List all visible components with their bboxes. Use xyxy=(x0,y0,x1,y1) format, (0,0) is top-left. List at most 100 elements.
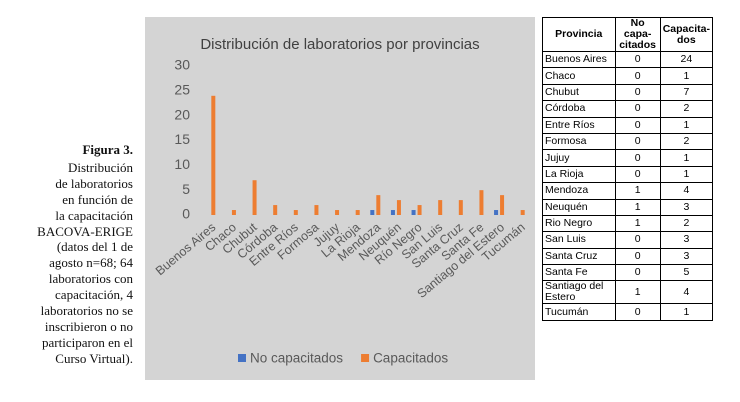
bar xyxy=(500,195,505,215)
number-cell: 0 xyxy=(614,303,661,321)
caption-line: Curso Virtual). xyxy=(55,350,133,366)
bar xyxy=(293,210,298,215)
number-cell: 1 xyxy=(659,303,714,321)
bar xyxy=(273,205,278,215)
number-cell: 1 xyxy=(614,198,661,216)
header-line: Capacita- xyxy=(662,22,710,35)
table-row: Santa Cruz 0 3 xyxy=(542,247,714,266)
bar xyxy=(376,195,381,215)
number-cell: 0 xyxy=(614,132,661,151)
bar xyxy=(520,210,525,215)
table-row: Chubut 0 7 xyxy=(542,83,714,102)
province-cell: Córdoba xyxy=(542,100,616,118)
table-row: Jujuy 0 1 xyxy=(542,149,714,167)
number-cell: 1 xyxy=(614,280,661,305)
data-table: Provincia No capa-citados Capacita-dos Buen… xyxy=(542,17,714,321)
number-cell: 1 xyxy=(614,214,661,233)
province-cell: Neuquén xyxy=(542,198,616,216)
number-cell: 0 xyxy=(614,50,661,69)
number-cell: 3 xyxy=(659,231,714,249)
table-row: San Luis 0 3 xyxy=(542,231,714,249)
number-cell: 0 xyxy=(614,67,661,85)
caption-line: laboratorios con xyxy=(48,271,133,287)
table-row: Mendoza 1 4 xyxy=(542,182,714,200)
header-cell: Provincia xyxy=(542,17,616,52)
bar xyxy=(390,210,395,215)
caption-line: de laboratorios xyxy=(55,175,133,191)
caption-line: capacitación, 4 xyxy=(55,287,133,303)
header-line: No capa- xyxy=(623,17,652,40)
caption-line: inscribieron o no xyxy=(44,318,133,334)
number-cell: 3 xyxy=(659,198,714,216)
header-line: citados xyxy=(619,39,656,51)
bar xyxy=(479,190,484,215)
number-cell: 0 xyxy=(614,116,661,134)
province-cell: Entre Ríos xyxy=(542,116,616,134)
number-cell: 0 xyxy=(614,149,661,167)
bar xyxy=(458,200,463,215)
province-cell: Jujuy xyxy=(542,149,616,167)
number-cell: 1 xyxy=(659,116,714,134)
table-row: Santiago del Estero 1 4 xyxy=(542,280,714,305)
number-cell: 1 xyxy=(659,149,714,167)
number-cell: 7 xyxy=(659,83,714,102)
legend-label: Capacitados xyxy=(373,351,448,366)
table-row: Buenos Aires 0 24 xyxy=(542,50,714,69)
province-cell: Santa Cruz xyxy=(542,247,616,266)
number-cell: 1 xyxy=(659,67,714,85)
caption-line: participaron en el xyxy=(42,334,133,350)
caption-line: laboratorios no se xyxy=(40,303,133,319)
y-tick-label: 0 xyxy=(182,206,190,222)
caption-line: Distribución xyxy=(68,159,133,175)
caption-line: la capacitación xyxy=(55,207,133,223)
header-line: Provincia xyxy=(555,28,603,40)
caption-line: BACOVA-ERIGE xyxy=(37,223,133,239)
number-cell: 1 xyxy=(614,182,661,200)
bar xyxy=(252,180,257,215)
header-cell: Capacita-dos xyxy=(659,17,714,52)
y-tick-label: 5 xyxy=(182,181,190,197)
bar xyxy=(417,205,422,215)
number-cell: 0 xyxy=(614,100,661,118)
bar xyxy=(396,200,401,215)
chart-background xyxy=(145,17,535,380)
table-row: Córdoba 0 2 xyxy=(542,100,714,118)
y-tick-label: 30 xyxy=(174,57,190,73)
number-cell: 2 xyxy=(659,100,714,118)
table-row: Neuquén 1 3 xyxy=(542,198,714,216)
number-cell: 2 xyxy=(659,132,714,151)
number-cell: 24 xyxy=(659,50,714,69)
caption-line: agosto n=68; 64 xyxy=(49,255,133,271)
number-cell: 0 xyxy=(614,83,661,102)
bar xyxy=(314,205,319,215)
figure-caption: Figura 3. Distribución de laboratorios en … xyxy=(0,142,133,367)
province-cell: Mendoza xyxy=(542,182,616,200)
bar xyxy=(355,210,360,215)
table-row: Chaco 0 1 xyxy=(542,67,714,85)
caption-line: (datos del 1 de xyxy=(56,239,133,255)
province-cell: Tucumán xyxy=(542,303,616,321)
number-cell: 4 xyxy=(659,182,714,200)
province-cell: Chaco xyxy=(542,67,616,85)
header-row: Provincia No capa-citados Capacita-dos xyxy=(542,17,714,52)
bar xyxy=(231,210,236,215)
number-cell: 0 xyxy=(614,165,661,184)
number-cell: 0 xyxy=(614,247,661,266)
caption-line: en función de xyxy=(62,191,133,207)
legend-label: No capacitados xyxy=(250,351,343,366)
number-cell: 0 xyxy=(614,231,661,249)
number-cell: 4 xyxy=(659,280,714,305)
number-cell: 2 xyxy=(659,214,714,233)
province-cell: Rio Negro xyxy=(542,214,616,233)
bar xyxy=(370,210,375,215)
province-cell: Formosa xyxy=(542,132,616,151)
province-cell: Santa Fe xyxy=(542,264,616,282)
table-row: Formosa 0 2 xyxy=(542,132,714,151)
number-cell: 1 xyxy=(659,165,714,184)
header-cell: No capa-citados xyxy=(614,17,661,52)
y-tick-label: 20 xyxy=(174,106,190,122)
bar xyxy=(335,210,340,215)
bar xyxy=(438,200,443,215)
table-row: Tucumán 0 1 xyxy=(542,303,714,321)
bar xyxy=(494,210,499,215)
